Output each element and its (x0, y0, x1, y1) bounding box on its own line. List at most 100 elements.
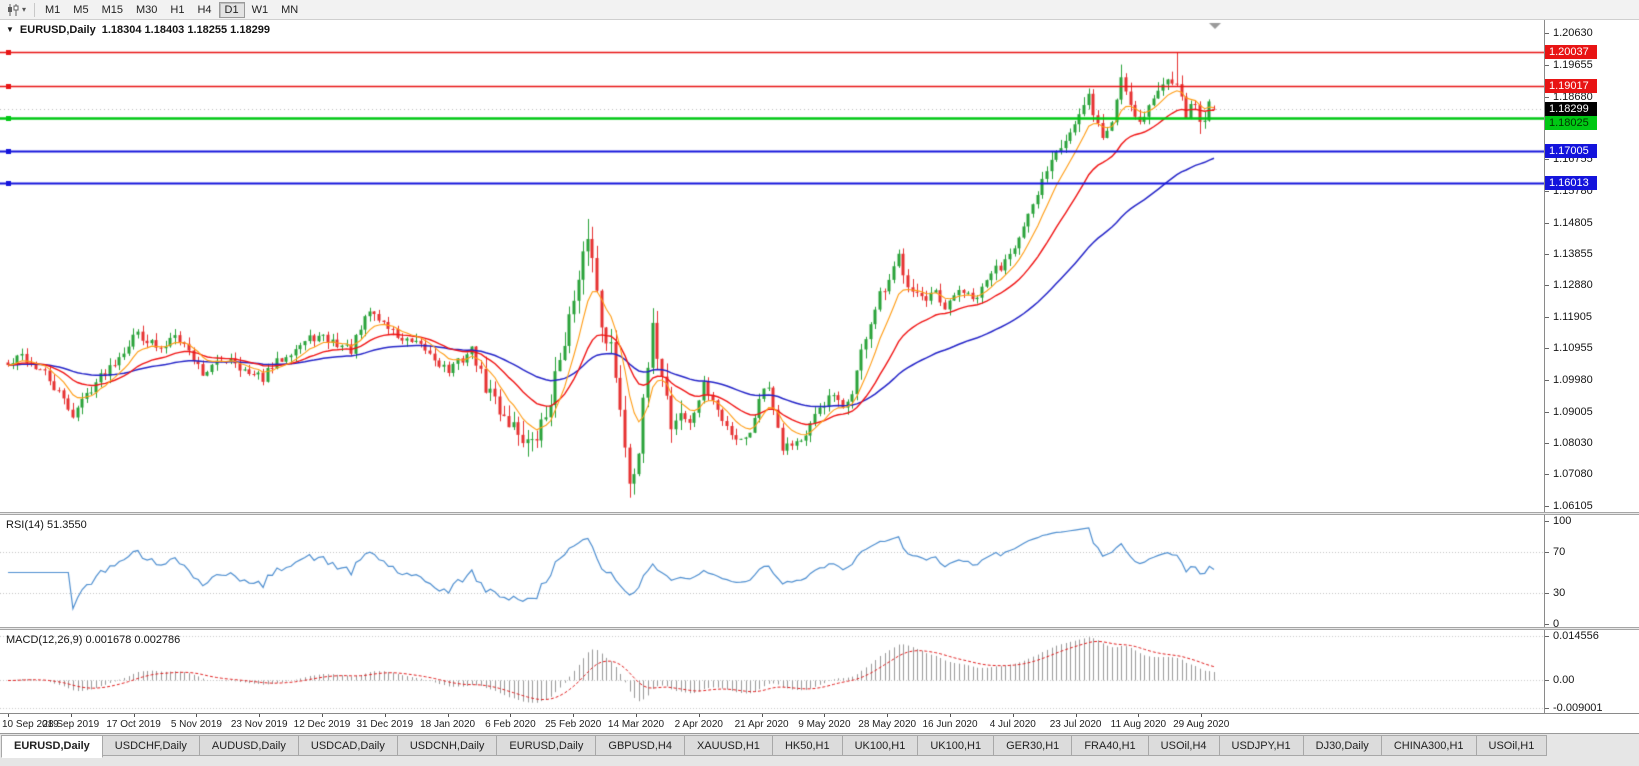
macd-indicator-panel: MACD(12,26,9) 0.001678 0.002786 (0, 630, 1544, 713)
chart-tab-eurusd-daily[interactable]: EURUSD,Daily (1, 735, 103, 758)
time-axis-tick (1076, 714, 1077, 717)
axis-tick (1545, 191, 1549, 192)
time-axis[interactable]: 10 Sep 2019 28 Sep 2019 17 Oct 2019 5 Nov 2… (0, 713, 1639, 733)
time-axis-tick (510, 714, 511, 717)
axis-value-label: 100 (1553, 515, 1572, 527)
time-axis-label: 23 Nov 2019 (230, 719, 288, 730)
time-axis-label: 9 May 2020 (798, 719, 851, 730)
time-axis-tick (636, 714, 637, 717)
axis-value-label: 1.14805 (1553, 216, 1593, 229)
time-axis-tick (196, 714, 197, 717)
rsi-canvas[interactable] (0, 515, 1544, 627)
axis-tick (1545, 443, 1549, 444)
axis-value-label: 0.00 (1553, 674, 1575, 687)
axis-tick (1545, 223, 1549, 224)
axis-value-label: 1.13855 (1553, 247, 1593, 260)
timeframe-button-h4[interactable]: H4 (197, 3, 212, 16)
axis-tick (1545, 254, 1549, 255)
rsi-indicator-panel: RSI(14) 51.3550 (0, 515, 1544, 627)
timeframe-button-m30[interactable]: M30 (135, 3, 158, 16)
time-axis-label: 18 Jan 2020 (420, 719, 476, 730)
axis-value-label: 1.09980 (1553, 373, 1593, 386)
axis-tick (1545, 380, 1549, 381)
panel-splitter[interactable] (0, 627, 1639, 630)
chart-tab-audusd-daily[interactable]: AUDUSD,Daily (199, 735, 299, 756)
hline-price-box: 1.19017 (1545, 78, 1597, 93)
time-axis-tick (134, 714, 135, 717)
macd-label: MACD(12,26,9) 0.001678 0.002786 (6, 634, 181, 646)
time-axis-label: 10 Sep 2019 (2, 719, 59, 730)
chart-symbol-label: EURUSD,Daily (19, 24, 96, 36)
price-chart-panel: ▼ EURUSD,Daily 1.18304 1.18403 1.18255 1… (0, 20, 1544, 512)
timeframe-button-d1[interactable]: D1 (218, 1, 245, 18)
axis-tick (1545, 97, 1549, 98)
time-axis-tick (385, 714, 386, 717)
axis-value-label: 0.014556 (1553, 630, 1599, 642)
chart-tab-usdchf-daily[interactable]: USDCHF,Daily (102, 735, 200, 756)
chart-type-button[interactable]: ▾ (3, 1, 30, 18)
timeframe-button-m1[interactable]: M1 (45, 3, 61, 16)
chart-tab-uk100-h1[interactable]: UK100,H1 (918, 735, 995, 756)
chart-tab-china300-h1[interactable]: CHINA300,H1 (1381, 735, 1477, 756)
chart-tab-usdjpy-h1[interactable]: USDJPY,H1 (1219, 735, 1304, 756)
time-axis-label: 12 Dec 2019 (293, 719, 351, 730)
chart-tab-uk100-h1[interactable]: UK100,H1 (842, 735, 919, 756)
chart-tab-hk50-h1[interactable]: HK50,H1 (772, 735, 843, 756)
timeframe-button-mn[interactable]: MN (281, 3, 299, 16)
axis-value-label: 1.10955 (1553, 342, 1593, 355)
axis-value-label: -0.009001 (1553, 702, 1603, 714)
timeframe-button-w1[interactable]: W1 (251, 3, 269, 16)
time-axis-tick (1013, 714, 1014, 717)
chart-tabs-bar: EURUSD,Daily USDCHF,Daily AUDUSD,Daily USDC… (0, 733, 1639, 766)
chart-tab-fra40-h1[interactable]: FRA40,H1 (1072, 735, 1149, 756)
chart-tab-eurusd-daily[interactable]: EURUSD,Daily (497, 735, 597, 756)
axis-tick (1545, 521, 1549, 522)
axis-tick (1545, 593, 1549, 594)
rsi-label: RSI(14) 51.3550 (6, 519, 87, 531)
time-axis-label: 23 Jul 2020 (1049, 719, 1102, 730)
timeframe-button-m15[interactable]: M15 (101, 3, 123, 16)
price-chart-canvas[interactable] (0, 20, 1544, 512)
chart-tab-usoil-h4[interactable]: USOil,H4 (1148, 735, 1220, 756)
axis-value-label: 1.11905 (1553, 311, 1592, 324)
time-axis-label: 4 Jul 2020 (989, 719, 1036, 730)
timeframe-button-group: M1 M5 M15 M30 H1 H4 D1 W1 MN (39, 1, 304, 18)
chart-tab-gbpusd-h4[interactable]: GBPUSD,H4 (596, 735, 685, 756)
chevron-down-icon: ▾ (22, 5, 27, 14)
time-axis-tick (699, 714, 700, 717)
chart-tab-usdcad-daily[interactable]: USDCAD,Daily (298, 735, 398, 756)
axis-tick (1545, 474, 1549, 475)
time-axis-label: 28 May 2020 (858, 719, 917, 730)
axis-tick (1545, 33, 1549, 34)
axis-value-label: 1.06105 (1553, 500, 1593, 512)
axis-tick (1545, 317, 1549, 318)
time-axis-tick (950, 714, 951, 717)
current-price-box: 1.18299 (1545, 101, 1597, 116)
time-axis-label: 17 Oct 2019 (106, 719, 161, 730)
time-axis-label: 28 Sep 2019 (42, 719, 100, 730)
time-axis-label: 2 Apr 2020 (674, 719, 723, 730)
chart-tab-dj30-daily[interactable]: DJ30,Daily (1303, 735, 1382, 756)
panel-splitter[interactable] (0, 512, 1639, 515)
symbol-dropdown-icon[interactable]: ▼ (6, 25, 14, 34)
axis-value-label: 1.07080 (1553, 468, 1593, 481)
macd-canvas[interactable] (0, 630, 1544, 713)
time-axis-tick (322, 714, 323, 717)
chart-tab-xauusd-h1[interactable]: XAUUSD,H1 (684, 735, 773, 756)
axis-value-label: 1.20630 (1553, 27, 1593, 39)
price-axis[interactable]: 1.206301.196551.186801.177301.167551.157… (1544, 20, 1639, 714)
chart-tab-ger30-h1[interactable]: GER30,H1 (994, 735, 1073, 756)
toolbar-separator (34, 2, 36, 17)
timeframe-button-h1[interactable]: H1 (170, 3, 185, 16)
time-axis-label: 21 Apr 2020 (734, 719, 789, 730)
chart-tab-usdcnh-daily[interactable]: USDCNH,Daily (397, 735, 498, 756)
time-axis-label: 5 Nov 2019 (170, 719, 222, 730)
timeframe-button-m5[interactable]: M5 (73, 3, 89, 16)
chart-tab-usoil-h1[interactable]: USOil,H1 (1476, 735, 1548, 756)
time-axis-label: 31 Dec 2019 (356, 719, 414, 730)
axis-tick (1545, 708, 1549, 709)
time-axis-tick (448, 714, 449, 717)
axis-value-label: 1.08030 (1553, 437, 1593, 450)
time-axis-label: 25 Feb 2020 (545, 719, 602, 730)
top-toolbar: ▾ M1 M5 M15 M30 H1 H4 D1 W1 MN (0, 0, 1639, 20)
